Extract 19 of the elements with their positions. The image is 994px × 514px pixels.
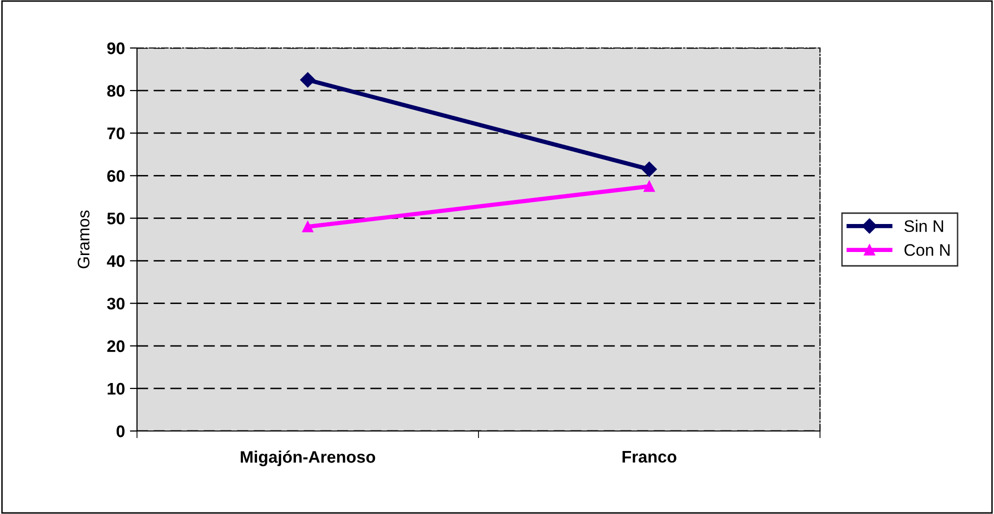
y-tick-label: 10 bbox=[108, 382, 125, 395]
y-tick-label: 50 bbox=[107, 212, 125, 224]
y-tick-label: 70 bbox=[107, 128, 125, 140]
legend-label: Con N bbox=[904, 244, 950, 256]
legend-label: Sin N bbox=[904, 220, 944, 232]
y-tick-label: 40 bbox=[106, 255, 125, 267]
x-tick-label: Migajón-Arenoso bbox=[240, 450, 376, 466]
y-tick-label: 60 bbox=[107, 170, 125, 182]
point bbox=[644, 180, 655, 192]
y-tick-label: 0 bbox=[116, 425, 125, 438]
x-tick-label: Franco bbox=[622, 451, 676, 463]
point bbox=[300, 72, 316, 88]
y-tick-label: 80 bbox=[107, 84, 125, 97]
y-tick-label: 20 bbox=[107, 340, 125, 352]
y-tick-label: 30 bbox=[107, 298, 125, 310]
point bbox=[642, 162, 657, 177]
point bbox=[302, 221, 314, 232]
y-tick-label: 90 bbox=[107, 42, 125, 54]
y-axis-title: Gramos bbox=[78, 210, 90, 268]
